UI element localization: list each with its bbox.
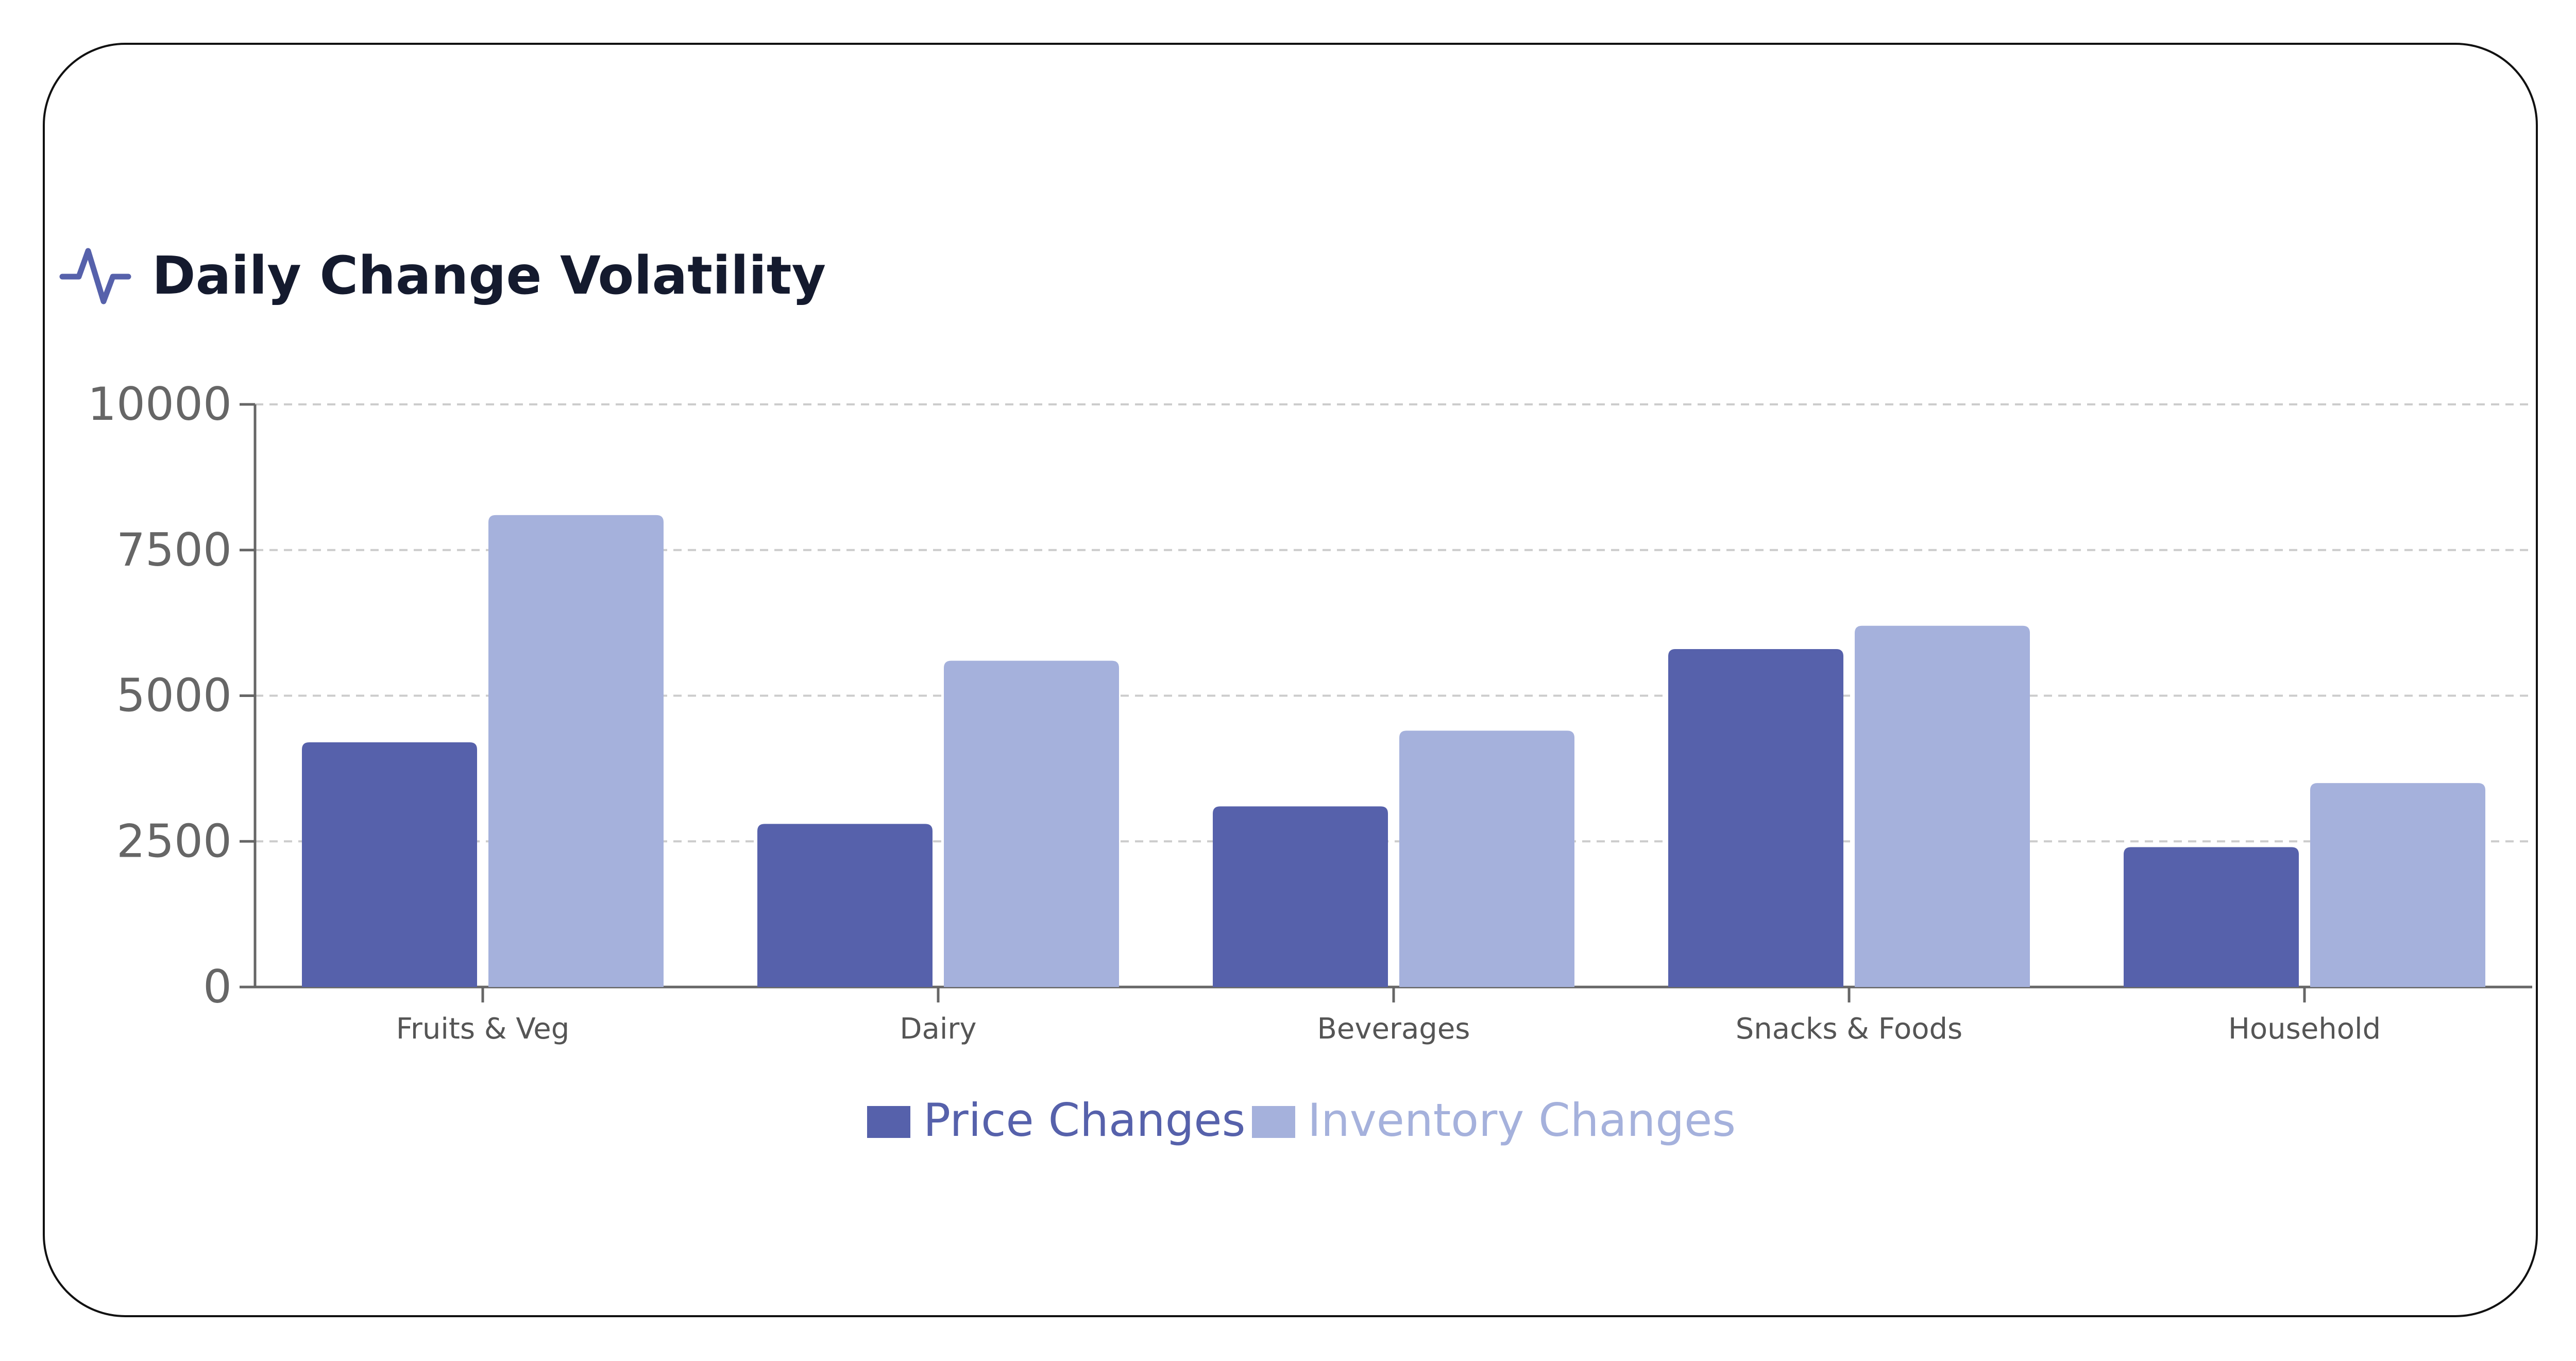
legend-label-inventory: Inventory Changes	[1308, 1094, 1736, 1147]
bar-inventory	[1399, 730, 1574, 987]
x-tick-label: Snacks & Foods	[1736, 1012, 1962, 1046]
chart-title: Daily Change Volatility	[152, 245, 826, 307]
bar-inventory	[2310, 783, 2485, 987]
bar-price	[1668, 649, 1843, 987]
y-tick-label: 0	[203, 960, 232, 1013]
chart-header: Daily Change Volatility	[59, 237, 826, 314]
bar-inventory	[944, 660, 1119, 987]
chart-card	[43, 43, 2538, 1317]
bar-price	[2124, 847, 2299, 987]
x-tick-label: Beverages	[1317, 1012, 1470, 1046]
bar-price	[302, 742, 477, 987]
bar-price	[757, 824, 933, 987]
x-tick-label: Fruits & Veg	[396, 1012, 570, 1046]
legend-label-price: Price Changes	[923, 1094, 1245, 1147]
legend-swatch-inventory	[1252, 1106, 1295, 1138]
bar-inventory	[1855, 625, 2030, 987]
x-tick-label: Dairy	[900, 1012, 976, 1046]
bar-inventory	[488, 515, 664, 987]
y-tick-label: 10000	[88, 378, 232, 431]
y-tick-label: 7500	[116, 523, 232, 576]
y-tick-label: 2500	[116, 814, 232, 867]
legend-swatch-price	[867, 1106, 910, 1138]
bar-price	[1213, 806, 1388, 987]
x-tick-label: Household	[2228, 1012, 2381, 1046]
activity-pulse-icon	[59, 248, 131, 304]
y-tick-label: 5000	[116, 669, 232, 722]
